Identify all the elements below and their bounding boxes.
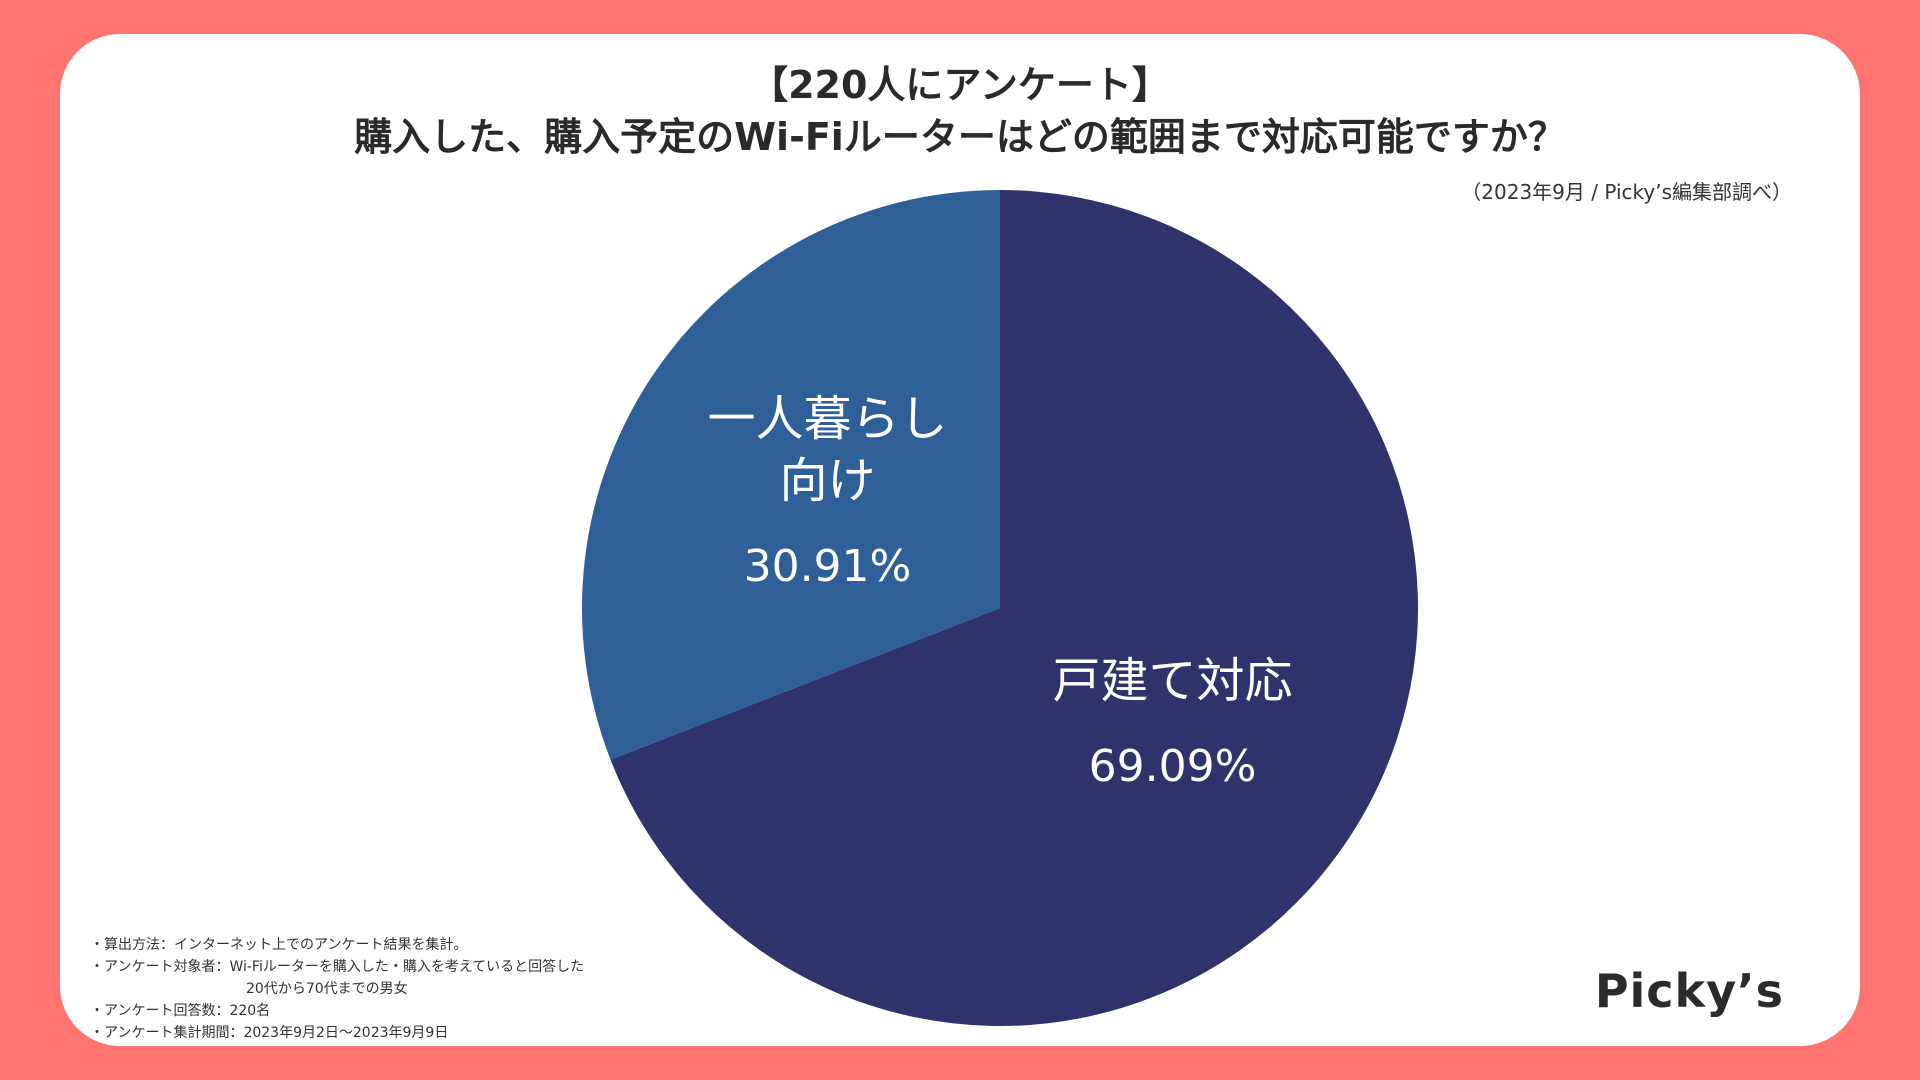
pickys-logo: Picky’s bbox=[1594, 964, 1784, 1018]
note-method: ・算出方法：インターネット上でのアンケート結果を集計。 bbox=[90, 937, 468, 953]
note-target-continued: 20代から70代までの男女 bbox=[246, 981, 408, 997]
pie-slice-1 bbox=[610, 190, 1419, 1026]
slice-label-2-line-2: 向け bbox=[779, 453, 875, 509]
note-target: ・アンケート対象者：Wi-Fiルーターを購入した・購入を考えていると回答した bbox=[90, 959, 585, 975]
note-count: ・アンケート回答数：220名 bbox=[90, 1003, 271, 1019]
source-note: （2023年9月 / Picky’s編集部調べ） bbox=[1461, 180, 1792, 204]
survey-notes: ・算出方法：インターネット上でのアンケート結果を集計。 ・アンケート対象者：Wi… bbox=[90, 934, 584, 1044]
slice-label-2-line-1: 一人暮らし bbox=[707, 391, 947, 447]
chart-title-line1: 【220人にアンケート】 bbox=[750, 63, 1170, 107]
slice-value-2: 30.91% bbox=[744, 541, 912, 592]
chart-title-line2: 購入した、購入予定のWi-Fiルーターはどの範囲まで対応可能ですか？ bbox=[354, 115, 1566, 159]
slice-value-1: 69.09% bbox=[1089, 741, 1257, 792]
note-period: ・アンケート集計期間：2023年9月2日～2023年9月9日 bbox=[90, 1025, 449, 1041]
pie-slice-2 bbox=[582, 189, 1000, 760]
chart-card: 【220人にアンケート】 購入した、購入予定のWi-Fiルーターはどの範囲まで対… bbox=[60, 34, 1860, 1046]
slice-label-1-line-1: 戸建て対応 bbox=[1053, 653, 1293, 709]
